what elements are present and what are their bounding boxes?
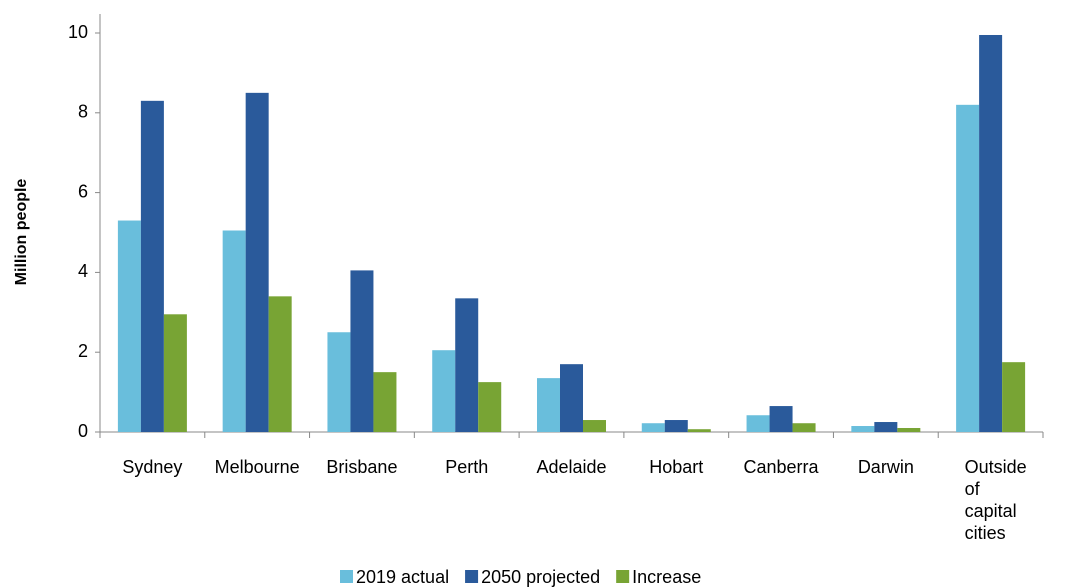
bar bbox=[583, 420, 606, 432]
bar bbox=[746, 415, 770, 432]
bar bbox=[1002, 362, 1026, 432]
x-tick-label: Hobart bbox=[649, 457, 704, 477]
x-tick-label: Canberra bbox=[743, 457, 819, 477]
legend-swatch bbox=[465, 570, 479, 583]
x-tick-label: Brisbane bbox=[326, 457, 398, 477]
legend-swatch bbox=[340, 570, 353, 583]
bar bbox=[327, 332, 351, 432]
x-tick-label: Melbourne bbox=[214, 457, 300, 477]
bar bbox=[432, 350, 456, 432]
bar bbox=[687, 429, 711, 432]
y-tick-label: 10 bbox=[68, 22, 88, 42]
x-tick-label: Perth bbox=[445, 457, 489, 477]
bar bbox=[851, 426, 875, 432]
bar bbox=[268, 296, 292, 432]
bar bbox=[979, 34, 1003, 433]
bar bbox=[117, 220, 141, 432]
y-tick-label: 8 bbox=[78, 102, 88, 122]
bar bbox=[455, 298, 479, 432]
x-tick-label: Outside of capital cities bbox=[964, 457, 1027, 543]
bar bbox=[537, 378, 560, 432]
bar bbox=[373, 372, 397, 432]
x-tick-label: Darwin bbox=[857, 457, 914, 477]
x-tick-label: Adelaide bbox=[536, 457, 607, 477]
legend-swatch bbox=[616, 570, 630, 583]
y-tick-label: 0 bbox=[78, 421, 88, 441]
legend-label: 2050 projected bbox=[481, 567, 600, 587]
bar bbox=[350, 270, 374, 432]
y-tick-label: 4 bbox=[78, 261, 88, 281]
legend-label: Increase bbox=[632, 567, 701, 587]
bar bbox=[874, 422, 898, 432]
bar bbox=[478, 382, 502, 432]
bar bbox=[897, 428, 921, 432]
bar bbox=[769, 406, 793, 432]
bar bbox=[245, 92, 269, 432]
bar bbox=[163, 314, 187, 432]
x-tick-label: Sydney bbox=[122, 457, 183, 477]
bar bbox=[664, 420, 688, 432]
y-axis-label: Million people bbox=[13, 179, 30, 286]
bar bbox=[222, 230, 246, 432]
bar bbox=[140, 100, 164, 432]
bar bbox=[956, 104, 980, 432]
bar bbox=[641, 423, 665, 432]
y-tick-label: 2 bbox=[78, 341, 88, 361]
bar bbox=[560, 364, 583, 432]
legend-label: 2019 actual bbox=[356, 567, 449, 587]
bar bbox=[792, 423, 816, 432]
y-tick-label: 6 bbox=[78, 181, 88, 201]
